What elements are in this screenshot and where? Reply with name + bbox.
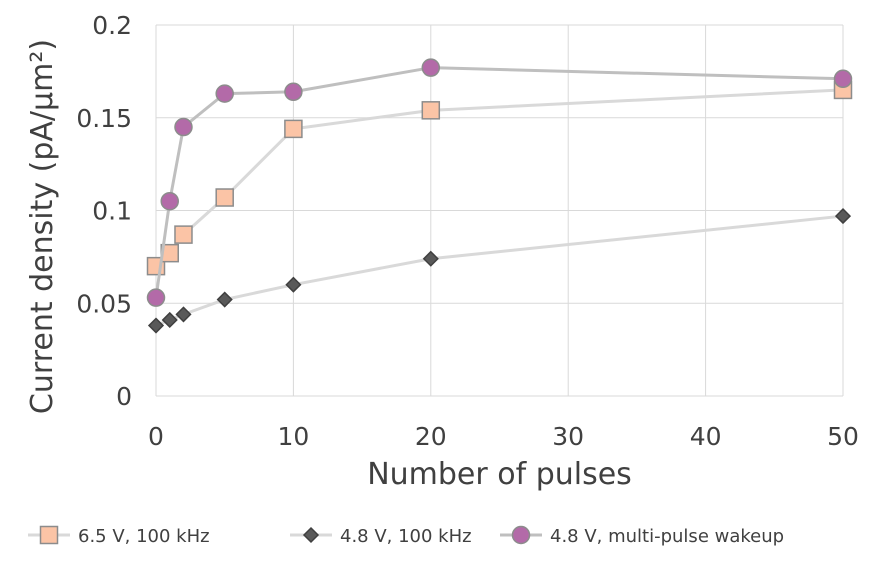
y-tick-label: 0.1 [92,197,132,226]
circle-marker [833,69,853,89]
circle-marker [284,82,303,102]
circle-marker [215,84,234,103]
legend-item: 6.5 V, 100 kHz [28,525,210,547]
x-axis-title: Number of pulses [367,457,632,492]
y-tick-label: 0.2 [92,11,132,40]
x-tick-label: 30 [552,422,584,451]
x-tick-label: 20 [415,422,447,451]
grid [155,24,844,397]
legend-label: 6.5 V, 100 kHz [78,526,210,547]
series-line [154,66,844,298]
square-marker [421,101,441,120]
square-marker [284,119,303,139]
circle-marker [174,117,193,137]
legend-label: 4.8 V, multi-pulse wakeup [550,526,784,547]
legend-circle-marker [511,525,531,545]
diamond-marker [216,291,233,308]
square-marker [215,188,234,207]
square-marker [174,225,193,244]
legend: 6.5 V, 100 kHz 4.8 V, 100 kHz 4.8 V, multi… [28,525,784,547]
y-tick-label: 0 [116,382,132,411]
diamond-marker [422,250,439,267]
series-layer [146,58,853,334]
x-tick-label: 40 [690,422,722,451]
series-line [154,88,844,268]
y-tick-label: 0.05 [76,289,132,318]
circle-marker [160,191,179,211]
legend-item: 4.8 V, 100 kHz [290,526,472,547]
legend-item: 4.8 V, multi-pulse wakeup [500,525,784,547]
circle-marker [421,58,441,77]
circle-marker [146,288,166,307]
y-tick-label: 0.15 [76,104,132,133]
diamond-marker [834,208,852,225]
axes: 0 0.05 0.1 0.15 0.2 0 10 20 30 40 50 [76,11,859,451]
diamond-marker [161,311,178,329]
legend-label: 4.8 V, 100 kHz [340,526,472,547]
x-tick-label: 0 [148,422,164,451]
diamond-marker [285,276,302,293]
series-3 [146,58,853,307]
series-line [155,214,844,327]
x-tick-label: 50 [827,422,859,451]
y-axis-title: Current density (pA/µm²) [25,39,60,414]
series-1 [146,80,853,276]
diamond-marker [175,306,192,323]
diamond-marker [147,317,165,334]
x-tick-label: 10 [277,422,309,451]
legend-square-marker [39,525,59,545]
legend-diamond-marker [302,526,320,544]
series-2 [147,208,852,334]
